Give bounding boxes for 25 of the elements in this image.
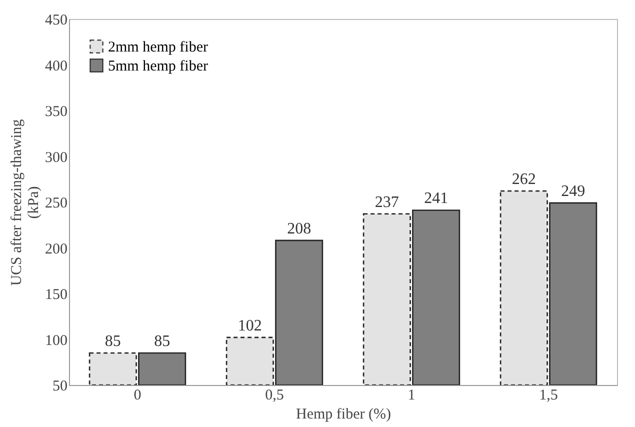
x-tick-label: 1 (408, 388, 416, 404)
x-tick-label: 0 (134, 388, 142, 404)
data-label: 85 (154, 332, 170, 350)
data-label: 241 (424, 190, 448, 208)
x-axis-title: Hemp fiber (%) (296, 406, 391, 422)
legend-label: 5mm hemp fiber (108, 58, 208, 74)
y-tick-label: 250 (45, 196, 68, 212)
x-tick-label: 0,5 (265, 388, 284, 404)
y-tick-label: 50 (52, 378, 68, 394)
data-label: 237 (374, 194, 399, 211)
data-label: 85 (104, 332, 121, 350)
data-label: 102 (238, 317, 262, 334)
y-tick-label: 400 (45, 58, 68, 74)
data-label: 262 (512, 171, 536, 188)
data-label: 208 (287, 220, 312, 238)
y-tick-label: 150 (45, 287, 68, 303)
x-tick-label: 1,5 (539, 388, 558, 404)
data-label: 249 (561, 182, 586, 200)
y-tick-label: 200 (45, 241, 68, 258)
y-tick-label: 350 (45, 104, 68, 120)
y-tick-label: 300 (45, 150, 68, 166)
y-tick-label: 100 (45, 332, 68, 349)
y-tick-label: 450 (45, 12, 68, 28)
y-axis-title: UCS after freezing-thawing (kPa) (9, 118, 42, 286)
legend-label: 2mm hemp fiber (108, 40, 208, 56)
